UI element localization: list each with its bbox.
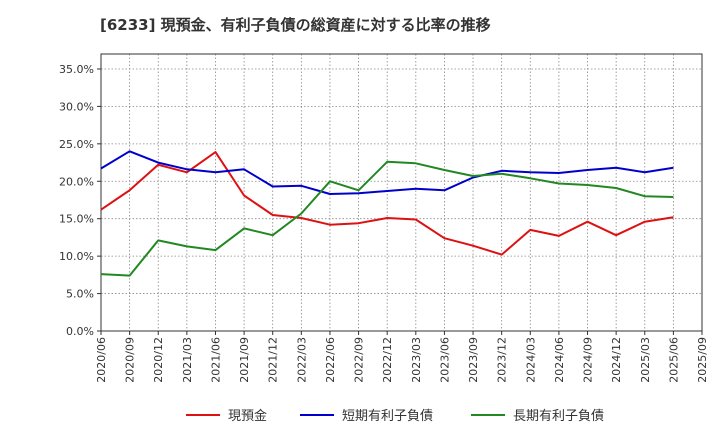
- x-tick-label: 2021/12: [267, 337, 280, 383]
- x-tick-label: 2020/12: [152, 337, 165, 383]
- x-tick-label: 2024/12: [610, 337, 623, 383]
- series-line: [100, 160, 674, 277]
- x-tick-label: 2023/12: [496, 337, 509, 383]
- x-tick-label: 2020/09: [124, 337, 137, 383]
- y-tick-label: 15.0%: [59, 213, 94, 226]
- x-tick-label: 2023/06: [438, 337, 451, 383]
- x-tick-label: 2023/09: [467, 337, 480, 383]
- y-tick-label: 20.0%: [59, 175, 94, 188]
- series-line: [100, 151, 674, 256]
- x-tick-label: 2024/09: [582, 337, 595, 383]
- x-tick-label: 2022/12: [381, 337, 394, 383]
- x-tick-label: 2021/06: [209, 337, 222, 383]
- x-tick-label: 2025/03: [639, 337, 652, 383]
- x-tick-label: 2025/06: [667, 337, 680, 383]
- x-tick-label: 2025/09: [696, 337, 709, 383]
- grid: [100, 54, 703, 332]
- x-tick-label: 2022/09: [353, 337, 366, 383]
- y-tick-label: 0.0%: [66, 325, 94, 338]
- x-tick-label: 2023/03: [410, 337, 423, 383]
- chart-title: [6233] 現預金、有利子負債の総資産に対する比率の推移: [100, 16, 491, 34]
- y-tick-label: 35.0%: [59, 63, 94, 76]
- x-tick-label: 2024/06: [553, 337, 566, 383]
- legend-label: 現預金: [228, 408, 267, 424]
- series-lines: [100, 150, 674, 277]
- y-tick-label: 5.0%: [66, 288, 94, 301]
- x-tick-label: 2021/03: [181, 337, 194, 383]
- x-tick-label: 2021/09: [238, 337, 251, 383]
- y-tick-label: 25.0%: [59, 138, 94, 151]
- y-axis: 0.0% 5.0% 10.0% 15.0% 20.0% 25.0% 30.0% 35.0%: [59, 63, 101, 338]
- y-tick-label: 10.0%: [59, 250, 94, 263]
- plot-frame: [100, 53, 703, 332]
- x-tick-label: 2022/06: [324, 337, 337, 383]
- legend: 現預金 短期有利子負債 長期有利子負債: [186, 408, 604, 424]
- legend-label: 長期有利子負債: [513, 409, 604, 424]
- series-line: [100, 150, 674, 195]
- x-tick-label: 2022/03: [295, 337, 308, 383]
- x-axis: 2020/06 2020/09 2020/12 2021/03 2021/06 2021/…: [95, 331, 709, 383]
- y-tick-label: 30.0%: [59, 100, 94, 113]
- x-tick-label: 2024/03: [524, 337, 537, 383]
- x-tick-label: 2020/06: [95, 337, 108, 383]
- legend-label: 短期有利子負債: [342, 409, 433, 424]
